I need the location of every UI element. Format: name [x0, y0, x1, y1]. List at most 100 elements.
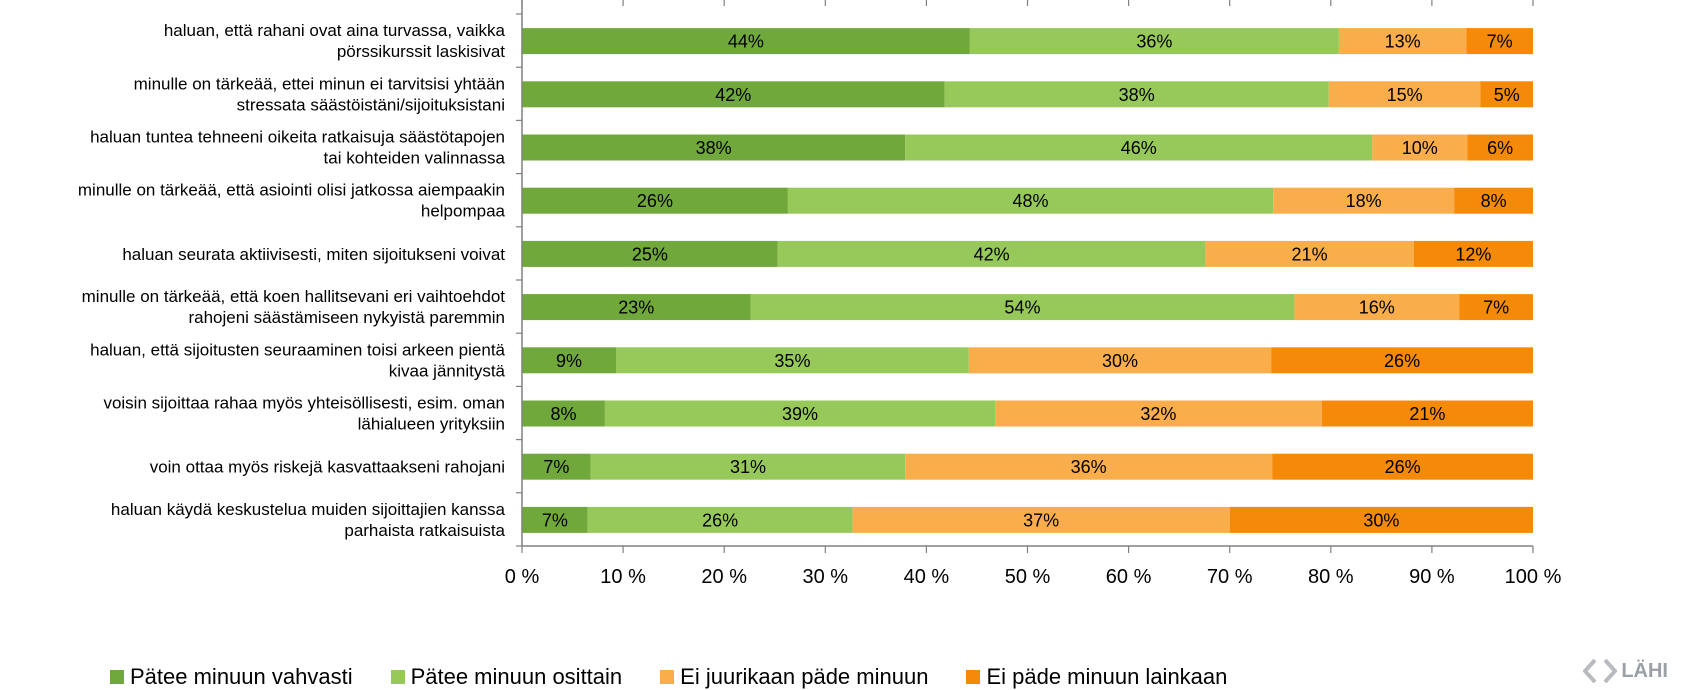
bar-segment [522, 134, 906, 161]
data-label: 42% [974, 244, 1010, 264]
data-label: 8% [1481, 191, 1507, 211]
bar-segment [1372, 134, 1468, 161]
bar-segment [1294, 294, 1460, 321]
data-label: 16% [1359, 298, 1395, 318]
data-label: 21% [1292, 244, 1328, 264]
brand-logo: LÄHI [1583, 658, 1668, 684]
data-label: 26% [702, 510, 738, 530]
data-label: 23% [618, 298, 654, 318]
category-label: voin ottaa myös riskejä kasvattaakseni r… [150, 458, 505, 477]
data-label: 54% [1004, 298, 1040, 318]
data-label: 7% [1483, 298, 1509, 318]
x-tick-label: 40 % [904, 566, 950, 588]
data-label: 36% [1136, 32, 1172, 52]
category-label: minulle on tärkeää, ettei minun ei tarvi… [134, 74, 505, 114]
bar-segment [1328, 81, 1481, 108]
bar-segment [522, 506, 588, 533]
x-tick-label: 80 % [1308, 566, 1354, 588]
bar-segment [1413, 240, 1533, 267]
bar-segment [522, 294, 751, 321]
data-label: 32% [1140, 404, 1176, 424]
data-label: 35% [774, 351, 810, 371]
legend-swatch [390, 670, 405, 684]
legend-label: Ei päde minuun lainkaan [986, 664, 1228, 689]
bar-segment [1271, 347, 1533, 374]
bar-segment [522, 187, 788, 214]
data-label: 44% [728, 32, 764, 52]
category-label: haluan, että rahani ovat aina turvassa, … [164, 21, 506, 61]
bar-segment [590, 453, 906, 480]
bar-segment [522, 400, 605, 427]
data-label: 37% [1023, 510, 1059, 530]
data-label: 8% [550, 404, 576, 424]
data-label: 38% [696, 138, 732, 158]
bar-segment [1338, 28, 1467, 55]
bar-segment [522, 240, 778, 267]
category-label: haluan, että sijoitusten seuraaminen toi… [90, 340, 505, 380]
data-label: 6% [1487, 138, 1513, 158]
x-tick-label: 60 % [1106, 566, 1152, 588]
bar-segment [522, 28, 970, 55]
data-label: 7% [543, 457, 569, 477]
category-label: haluan käydä keskustelua muiden sijoitta… [111, 500, 506, 540]
legend-item-ei-juurikaan: Ei juurikaan päde minuun [660, 664, 928, 690]
bar-segment [1272, 453, 1533, 480]
data-label: 13% [1385, 32, 1421, 52]
data-label: 46% [1121, 138, 1157, 158]
logo-mark-icon [1583, 658, 1618, 684]
data-label: 48% [1013, 191, 1049, 211]
data-label: 5% [1494, 85, 1520, 105]
legend-item-ei-lainkaan: Ei päde minuun lainkaan [966, 664, 1227, 690]
data-label: 42% [715, 85, 751, 105]
legend-item-patee-vahvasti: Pätee minuun vahvasti [110, 664, 353, 690]
bar-segment [1205, 240, 1414, 267]
bar-segment [968, 347, 1272, 374]
legend-label: Pätee minuun vahvasti [130, 664, 353, 689]
category-label: haluan seurata aktiivisesti, miten sijoi… [122, 245, 505, 264]
data-label: 7% [542, 510, 568, 530]
data-label: 15% [1387, 85, 1423, 105]
x-tick-label: 10 % [600, 566, 646, 588]
bar-segment [777, 240, 1206, 267]
x-tick-label: 90 % [1409, 566, 1455, 588]
data-label: 18% [1346, 191, 1382, 211]
bar-segment [750, 294, 1295, 321]
bar-segment [1454, 187, 1533, 214]
data-label: 12% [1455, 244, 1491, 264]
x-tick-label: 0 % [505, 566, 540, 588]
category-label: minulle on tärkeää, että koen hallitseva… [82, 287, 506, 327]
x-tick-label: 20 % [701, 566, 747, 588]
data-label: 30% [1102, 351, 1138, 371]
bar-segment [522, 81, 945, 108]
data-label: 26% [1385, 457, 1421, 477]
bar-segment [522, 347, 617, 374]
logo-text: LÄHI [1621, 659, 1668, 682]
data-label: 10% [1402, 138, 1438, 158]
legend: Pätee minuun vahvasti Pätee minuun ositt… [110, 664, 1265, 690]
bar-segment [1321, 400, 1533, 427]
legend-swatch [966, 670, 981, 684]
bar-segment [1466, 28, 1533, 55]
data-label: 9% [556, 351, 582, 371]
data-label: 36% [1071, 457, 1107, 477]
data-label: 21% [1409, 404, 1445, 424]
bar-segment [522, 453, 591, 480]
category-label: voisin sijoittaa rahaa myös yhteisöllise… [103, 394, 505, 434]
x-tick-label: 100 % [1505, 566, 1562, 588]
x-tick-label: 30 % [803, 566, 849, 588]
x-tick-label: 50 % [1005, 566, 1051, 588]
bar-segment [1467, 134, 1533, 161]
bar-segment [787, 187, 1274, 214]
bar-segment [1273, 187, 1455, 214]
legend-swatch [110, 670, 124, 684]
data-label: 31% [730, 457, 766, 477]
category-label: haluan tuntea tehneeni oikeita ratkaisuj… [90, 128, 505, 168]
data-label: 26% [1384, 351, 1420, 371]
bar-segment [944, 81, 1329, 108]
data-label: 25% [632, 244, 668, 264]
bar-segment [604, 400, 996, 427]
legend-label: Pätee minuun osittain [410, 664, 623, 689]
bar-segment [905, 134, 1373, 161]
data-label: 26% [637, 191, 673, 211]
bar-segment [969, 28, 1339, 55]
